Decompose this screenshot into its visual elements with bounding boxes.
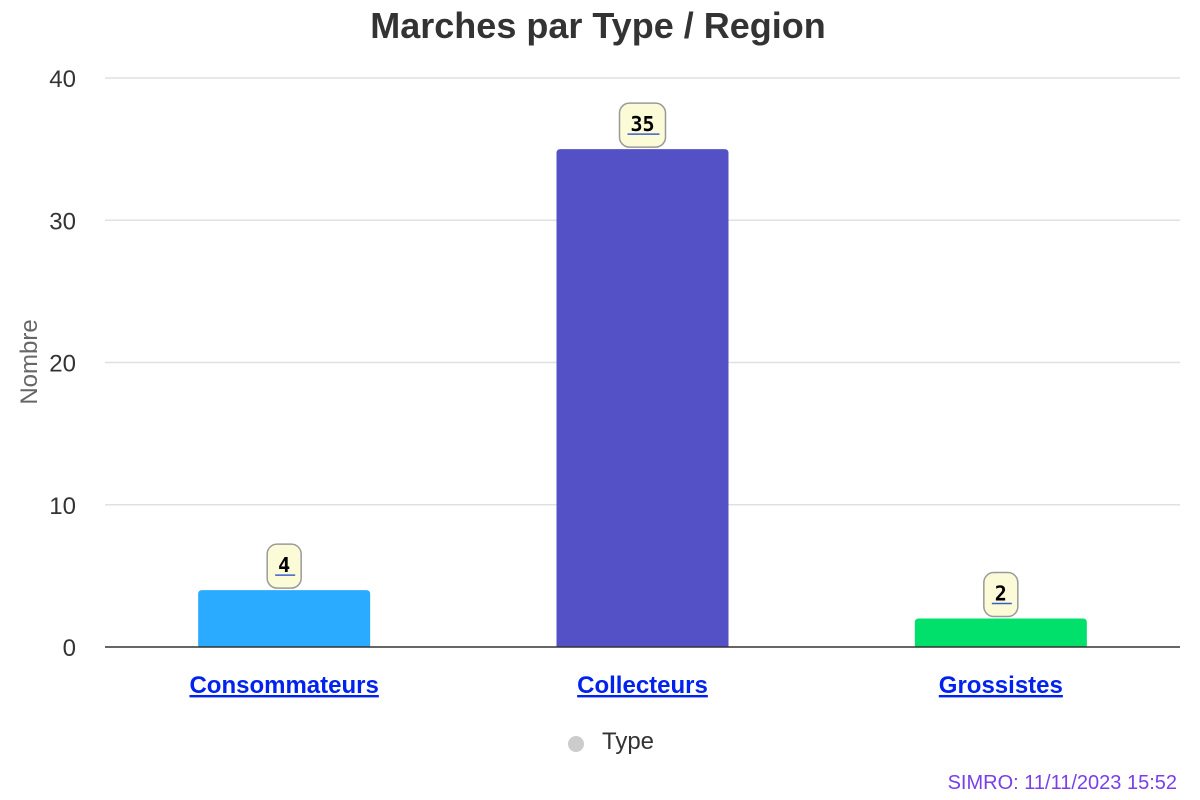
legend-marker-type xyxy=(568,736,584,752)
y-axis-label: Nombre xyxy=(16,319,43,404)
y-axis-ticks: 0 10 20 30 40 xyxy=(49,66,76,662)
bar-collecteurs[interactable] xyxy=(556,149,729,647)
bars xyxy=(198,149,1087,647)
legend[interactable]: Type xyxy=(568,728,654,755)
x-tick-label-grossistes[interactable]: Grossistes xyxy=(939,672,1063,699)
data-label-value: 4 xyxy=(278,553,290,577)
data-label-consommateurs: 4 xyxy=(266,543,302,589)
x-tick-label-consommateurs[interactable]: Consommateurs xyxy=(189,672,378,699)
data-label-collecteurs: 35 xyxy=(618,102,667,148)
y-tick-label: 40 xyxy=(49,66,76,93)
data-label-box xyxy=(983,571,1019,618)
y-tick-label: 30 xyxy=(49,208,76,235)
data-label-box xyxy=(266,543,302,589)
bar-consommateurs[interactable] xyxy=(198,590,371,647)
y-tick-label: 10 xyxy=(49,493,76,520)
legend-label-type: Type xyxy=(602,728,654,755)
x-axis-ticks: Consommateurs Collecteurs Grossistes xyxy=(189,672,1062,699)
x-tick-label-collecteurs[interactable]: Collecteurs xyxy=(577,672,708,699)
y-tick-label: 20 xyxy=(49,351,76,378)
data-label-value: 2 xyxy=(995,582,1007,606)
bar-grossistes[interactable] xyxy=(914,618,1087,647)
data-label-grossistes: 2 xyxy=(983,571,1019,618)
chart-title: Marches par Type / Region xyxy=(370,5,825,46)
data-labels: 4 35 2 xyxy=(266,102,1019,618)
data-label-box xyxy=(618,102,667,148)
data-label-value: 35 xyxy=(630,112,654,136)
y-tick-label: 0 xyxy=(63,635,76,662)
chart-credit: SIMRO: 11/11/2023 15:52 xyxy=(948,772,1177,794)
